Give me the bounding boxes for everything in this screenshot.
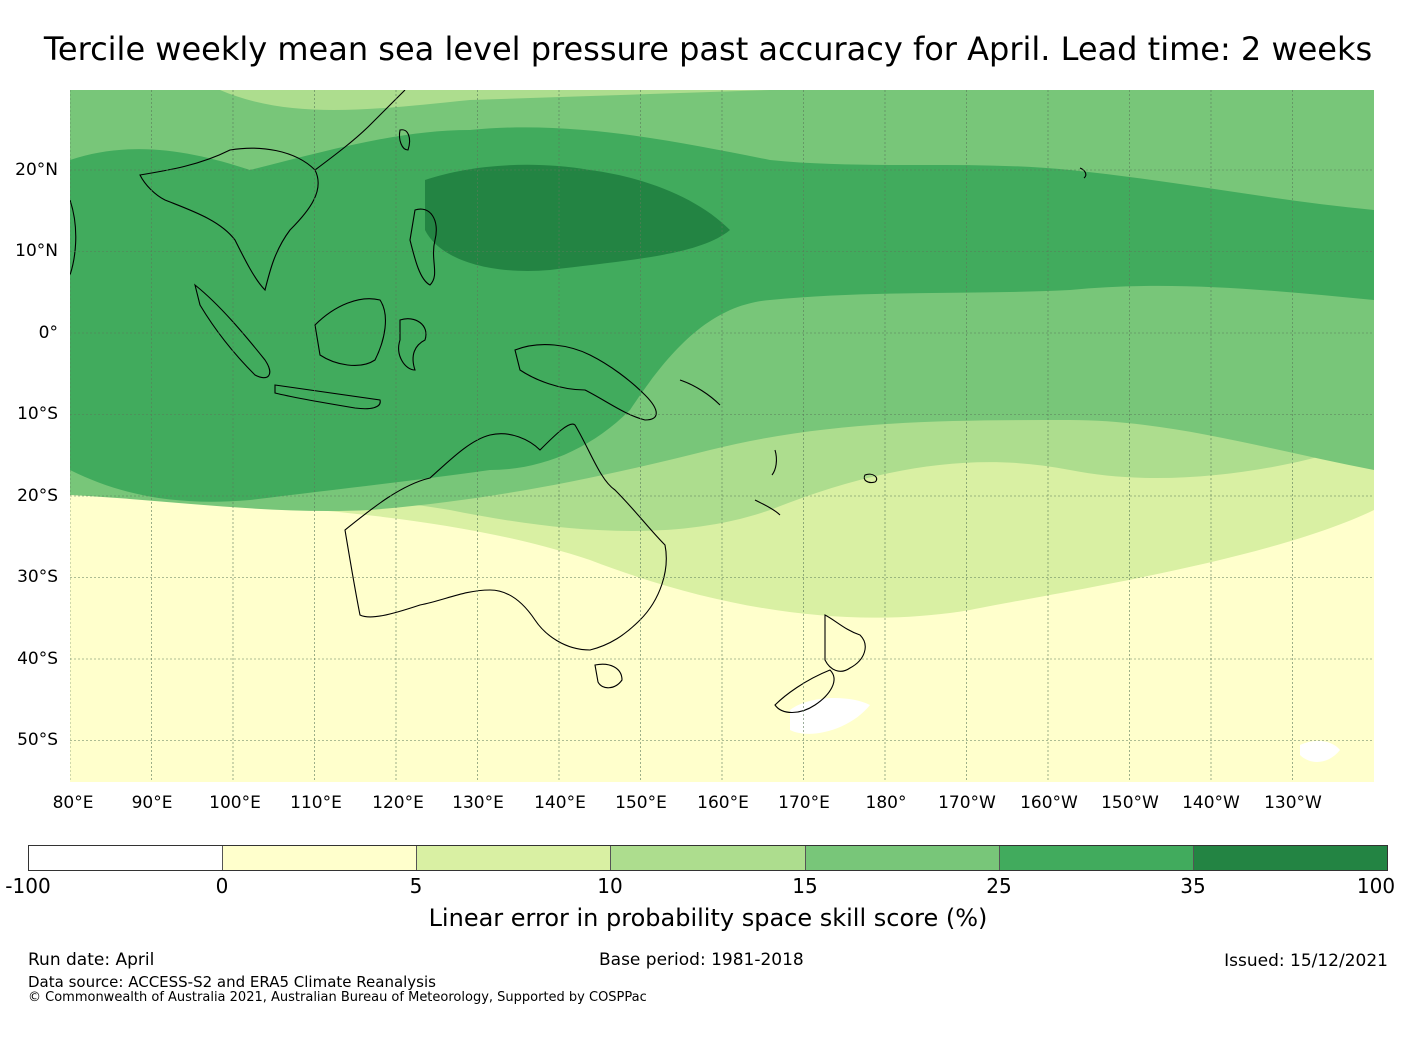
sumatra-coastline bbox=[194, 283, 271, 379]
skill-region-missing bbox=[790, 698, 1340, 762]
hawaii-coastline bbox=[1079, 167, 1087, 179]
lon-label-130e: 130°E bbox=[452, 793, 504, 813]
lon-label-150e: 150°E bbox=[615, 793, 667, 813]
lat-label-40s: 40°S bbox=[17, 649, 58, 669]
issued-date: Issued: 15/12/2021 bbox=[1224, 951, 1388, 971]
colorbar-tick: 25 bbox=[986, 874, 1012, 898]
colorbar-segment bbox=[805, 846, 1000, 870]
lon-label-110e: 110°E bbox=[290, 793, 342, 813]
lon-label-90e: 90°E bbox=[131, 793, 173, 813]
new-zealand-south-island bbox=[774, 669, 835, 714]
solomon-islands-coastline bbox=[679, 379, 721, 406]
lon-label-80e: 80°E bbox=[52, 793, 94, 813]
java-coastline bbox=[274, 384, 381, 410]
lat-label-50s: 50°S bbox=[17, 730, 58, 750]
lon-label-180: 180° bbox=[865, 793, 907, 813]
colorbar-segment bbox=[1193, 846, 1387, 870]
new-caledonia-coastline bbox=[754, 499, 781, 516]
lon-label-170w: 170°W bbox=[938, 793, 996, 813]
lon-label-120e: 120°E bbox=[372, 793, 424, 813]
vanuatu-coastline bbox=[771, 449, 777, 476]
skill-score-map bbox=[70, 90, 1374, 782]
taiwan-coastline bbox=[398, 129, 411, 151]
indochina-coastline bbox=[139, 147, 319, 292]
lat-label-20s: 20°S bbox=[17, 486, 58, 506]
lat-label-10n: 10°N bbox=[15, 241, 58, 261]
lon-label-130w: 130°W bbox=[1264, 793, 1322, 813]
lat-label-30s: 30°S bbox=[17, 567, 58, 587]
tasmania-coastline bbox=[594, 663, 623, 689]
colorbar-segment bbox=[999, 846, 1194, 870]
colorbar-tick: 100 bbox=[1356, 874, 1396, 898]
colorbar-tick: 5 bbox=[409, 874, 423, 898]
map-canvas bbox=[70, 90, 1374, 782]
lon-label-140w: 140°W bbox=[1182, 793, 1240, 813]
colorbar-label: Linear error in probability space skill … bbox=[428, 904, 988, 932]
lon-label-150w: 150°W bbox=[1101, 793, 1159, 813]
philippines-coastline bbox=[409, 208, 437, 286]
lon-label-100e: 100°E bbox=[209, 793, 261, 813]
colorbar-tick: 0 bbox=[215, 874, 229, 898]
colorbar-segment bbox=[223, 846, 418, 870]
china-coastline bbox=[314, 90, 406, 171]
run-date: Run date: April bbox=[28, 950, 155, 970]
lat-label-0: 0° bbox=[38, 323, 58, 343]
fiji-coastline bbox=[863, 473, 878, 484]
new-zealand-north-island bbox=[824, 614, 866, 672]
colorbar-tick: 10 bbox=[597, 874, 623, 898]
borneo-coastline bbox=[314, 298, 386, 366]
lon-label-140e: 140°E bbox=[534, 793, 586, 813]
colorbar-segment bbox=[29, 846, 224, 870]
colorbar-tick: 15 bbox=[792, 874, 818, 898]
map-title: Tercile weekly mean sea level pressure p… bbox=[43, 30, 1373, 68]
data-source: Data source: ACCESS-S2 and ERA5 Climate … bbox=[28, 973, 436, 991]
australia-coastline bbox=[344, 423, 667, 651]
lat-label-20n: 20°N bbox=[15, 160, 58, 180]
colorbar-tick: 35 bbox=[1180, 874, 1206, 898]
colorbar-segment bbox=[611, 846, 806, 870]
lat-label-10s: 10°S bbox=[17, 404, 58, 424]
lon-label-160w: 160°W bbox=[1020, 793, 1078, 813]
sulawesi-coastline bbox=[398, 318, 427, 371]
lon-label-170e: 170°E bbox=[778, 793, 830, 813]
graticule bbox=[70, 90, 1374, 782]
lon-label-160e: 160°E bbox=[697, 793, 749, 813]
india-coastline bbox=[70, 199, 77, 276]
skill-region-35-100 bbox=[425, 164, 730, 271]
colorbar-tick: -100 bbox=[5, 874, 51, 898]
colorbar-segment bbox=[417, 846, 612, 870]
copyright: © Commonwealth of Australia 2021, Austra… bbox=[28, 990, 647, 1005]
base-period: Base period: 1981-2018 bbox=[599, 950, 804, 970]
skill-region-25-35 bbox=[70, 127, 1374, 502]
colorbar bbox=[28, 845, 1388, 871]
